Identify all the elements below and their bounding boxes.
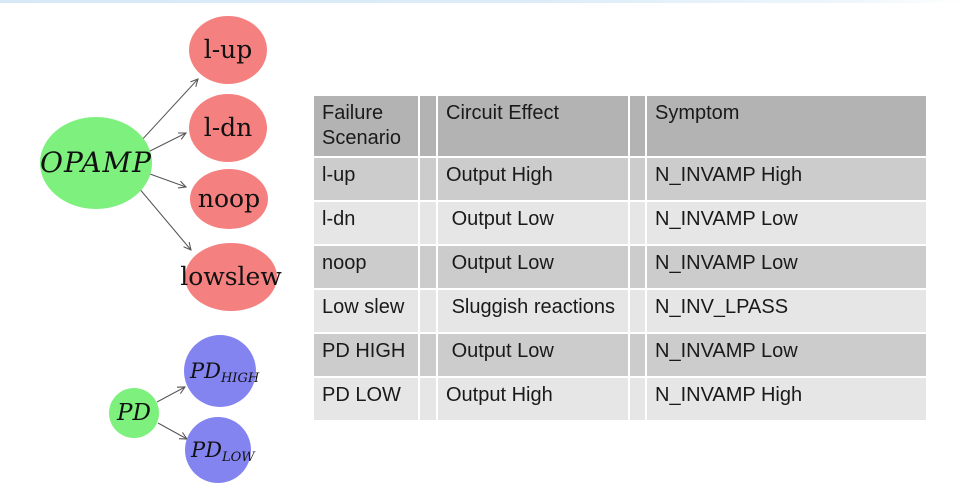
noop-ellipse — [190, 169, 268, 229]
spacer-cell — [420, 246, 436, 288]
pd-edges — [156, 387, 187, 439]
spacer-cell — [420, 334, 436, 376]
cell-symptom: N_INVAMP High — [647, 158, 926, 200]
node-pd-low: PDLOW — [185, 417, 256, 483]
header-spacer-cell — [630, 96, 645, 156]
node-lowslew: lowslew — [180, 243, 282, 311]
opamp-ellipse — [40, 117, 152, 209]
pd-circle — [109, 388, 159, 438]
spacer-cell — [420, 158, 436, 200]
cell-symptom: N_INVAMP Low — [647, 334, 926, 376]
opamp-label: OPAMP — [40, 146, 152, 179]
spacer-cell — [630, 246, 645, 288]
header-failure-scenario: Failure Scenario — [314, 96, 418, 156]
pd-high-label: PDHIGH — [189, 359, 260, 386]
lowslew-ellipse — [185, 243, 277, 311]
pd-label: PD — [116, 400, 151, 426]
spacer-cell — [630, 158, 645, 200]
cell-effect: Output Low — [438, 334, 628, 376]
spacer-cell — [630, 334, 645, 376]
cell-effect: Output Low — [438, 246, 628, 288]
cell-effect: Output High — [438, 378, 628, 420]
pd-high-circle — [184, 335, 256, 407]
cell-symptom: N_INVAMP Low — [647, 246, 926, 288]
cell-scenario: l-up — [314, 158, 418, 200]
cell-symptom: N_INVAMP Low — [647, 202, 926, 244]
failure-scenario-table: Failure Scenario Circuit Effect Symptom … — [314, 96, 926, 420]
spacer-cell — [420, 290, 436, 332]
cell-symptom: N_INV_LPASS — [647, 290, 926, 332]
header-spacer-cell — [420, 96, 436, 156]
cell-symptom: N_INVAMP High — [647, 378, 926, 420]
node-opamp: OPAMP — [40, 117, 152, 209]
spacer-cell — [630, 290, 645, 332]
cell-scenario: l-dn — [314, 202, 418, 244]
top-accent-band — [0, 0, 964, 3]
spacer-cell — [630, 202, 645, 244]
cell-scenario: noop — [314, 246, 418, 288]
l-up-label: l-up — [204, 35, 253, 64]
cell-scenario: Low slew — [314, 290, 418, 332]
cell-scenario: PD LOW — [314, 378, 418, 420]
node-l-up: l-up — [189, 16, 267, 84]
fault-tree-diagram: OPAMP l-up l-dn noop lowslew PD PDHIGH P… — [40, 16, 282, 483]
edge-pd-low — [157, 422, 187, 439]
l-up-ellipse — [189, 16, 267, 84]
lowslew-label: lowslew — [180, 262, 282, 291]
cell-effect: Output Low — [438, 202, 628, 244]
pd-low-label: PDLOW — [190, 438, 256, 465]
opamp-edges — [137, 79, 198, 250]
edge-opamp-noop — [149, 173, 186, 187]
header-symptom: Symptom — [647, 96, 926, 156]
noop-label: noop — [198, 184, 260, 213]
spacer-cell — [420, 378, 436, 420]
node-noop: noop — [190, 169, 268, 229]
l-dn-label: l-dn — [204, 113, 253, 142]
cell-effect: Sluggish reactions — [438, 290, 628, 332]
l-dn-ellipse — [189, 94, 267, 162]
node-l-dn: l-dn — [189, 94, 267, 162]
spacer-cell — [630, 378, 645, 420]
pd-low-circle — [185, 417, 251, 483]
node-pd-high: PDHIGH — [184, 335, 260, 407]
edge-pd-high — [156, 387, 185, 403]
header-circuit-effect: Circuit Effect — [438, 96, 628, 156]
cell-scenario: PD HIGH — [314, 334, 418, 376]
edge-opamp-lup — [139, 79, 198, 143]
cell-effect: Output High — [438, 158, 628, 200]
node-pd: PD — [109, 388, 159, 438]
edge-opamp-lowslew — [137, 186, 191, 250]
edge-opamp-ldn — [149, 133, 186, 152]
spacer-cell — [420, 202, 436, 244]
